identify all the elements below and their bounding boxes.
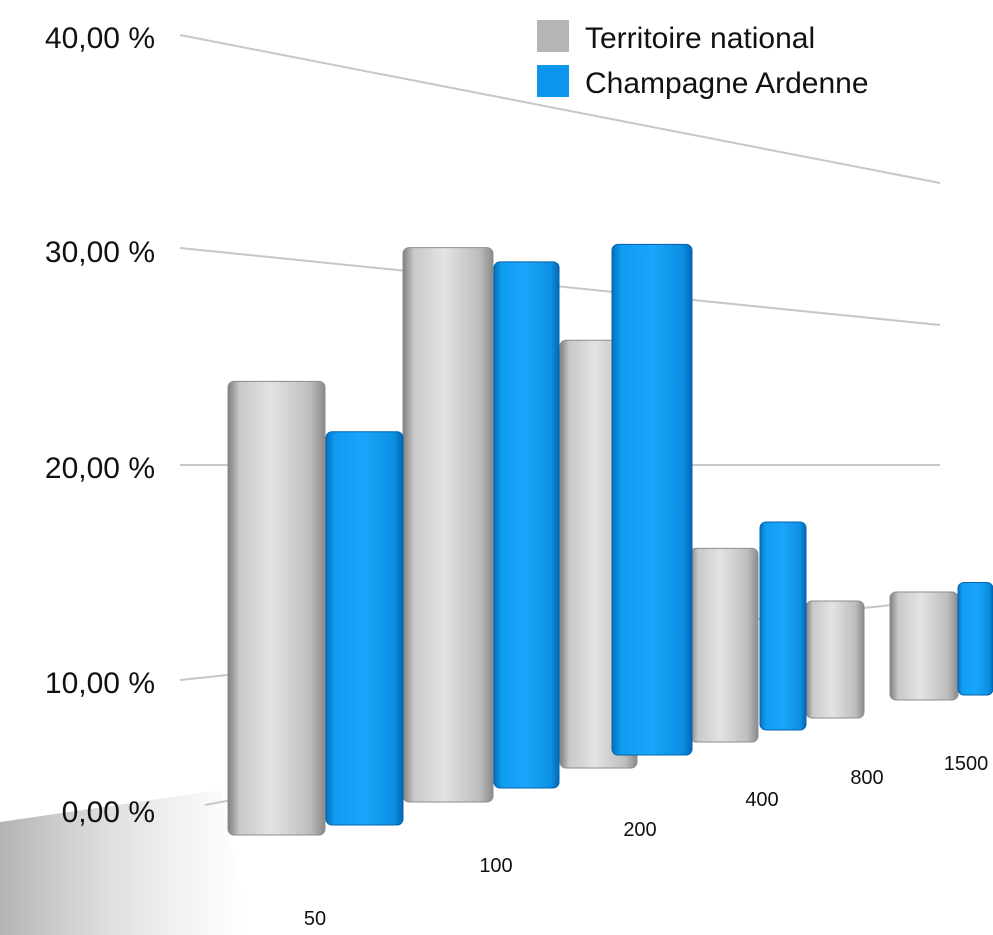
legend-label-territoire: Territoire national xyxy=(585,22,815,55)
y-tick-label: 30,00 % xyxy=(45,236,155,269)
bar-territoire-national-400 xyxy=(689,547,759,743)
bar-territoire-national-50 xyxy=(227,380,326,836)
x-tick-label: 400 xyxy=(745,789,778,811)
bar-champagne-ardenne-50 xyxy=(325,431,404,826)
x-tick-label: 200 xyxy=(623,819,656,841)
x-tick-label: 1500 xyxy=(944,753,989,775)
bar-champagne-ardenne-200 xyxy=(611,243,693,756)
bar-champagne-ardenne-100 xyxy=(493,261,560,789)
legend-label-champagne: Champagne Ardenne xyxy=(585,67,869,100)
bars xyxy=(227,243,993,836)
y-tick-label: 0,00 % xyxy=(62,796,155,829)
bar-territoire-national-100 xyxy=(402,247,494,803)
bar-territoire-national-1500 xyxy=(889,591,959,701)
x-tick-label: 50 xyxy=(304,908,326,930)
x-axis-labels: 50 100 200 400 800 1500 xyxy=(304,753,988,930)
bar-champagne-ardenne-1500 xyxy=(957,582,993,696)
gridline xyxy=(179,247,941,326)
legend-swatch-champagne xyxy=(537,65,569,97)
bar-territoire-national-800 xyxy=(805,600,865,719)
chart-floor xyxy=(0,790,250,935)
bar-champagne-ardenne-400 xyxy=(759,521,807,731)
y-tick-label: 40,00 % xyxy=(45,22,155,55)
x-tick-label: 800 xyxy=(850,767,883,789)
y-tick-label: 10,00 % xyxy=(45,667,155,700)
y-axis-labels: 0,00 % 10,00 % 20,00 % 30,00 % 40,00 % xyxy=(45,22,155,829)
legend-swatch-territoire xyxy=(537,20,569,52)
gridline xyxy=(179,34,941,184)
y-tick-label: 20,00 % xyxy=(45,452,155,485)
x-tick-label: 100 xyxy=(479,855,512,877)
legend: Territoire national Champagne Ardenne xyxy=(537,20,869,100)
